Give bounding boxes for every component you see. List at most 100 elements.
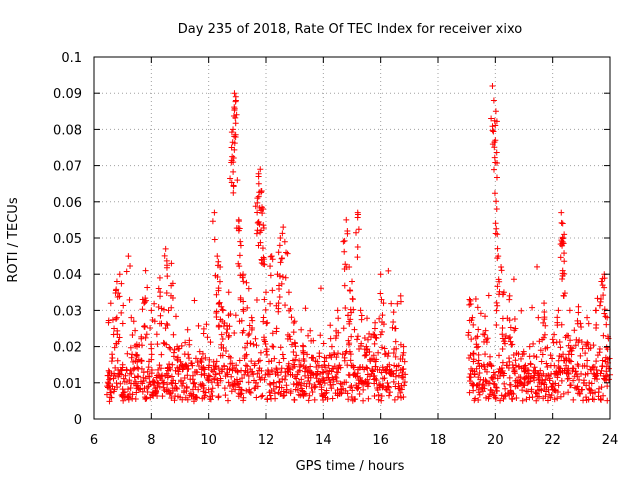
data-point [231,146,238,153]
x-axis-ticks: 6 8 10 12 14 16 18 20 22 24 [90,57,618,448]
data-point [479,381,486,388]
data-point [255,173,262,180]
data-point [148,351,155,358]
data-point [109,316,116,323]
data-point [575,309,582,316]
data-point [512,357,519,364]
data-point [604,397,611,404]
y-tick-label: 0.08 [53,123,82,138]
data-point [211,209,218,216]
data-point [267,263,274,270]
data-point [209,392,216,399]
data-point [343,379,350,386]
data-point [238,387,245,394]
data-point [385,383,392,390]
data-point [584,357,591,364]
data-point [104,372,111,379]
data-point [386,361,393,368]
data-point [489,82,496,89]
data-point [575,303,582,310]
data-point [220,344,227,351]
data-point [261,261,268,268]
data-point [513,395,520,402]
data-point [206,373,213,380]
data-point [133,380,140,387]
data-point [505,335,512,342]
data-point [302,364,309,371]
data-point [134,343,140,350]
data-point [470,350,477,357]
data-point [111,325,118,332]
data-point [365,395,372,402]
data-point [175,368,182,375]
data-point [242,362,249,369]
data-point [313,364,320,371]
data-point [270,379,277,386]
data-point [525,367,532,374]
data-point [492,122,499,129]
data-point [279,273,286,280]
data-point [345,396,352,403]
data-point [116,271,123,278]
data-point [133,385,140,392]
data-point [128,314,135,321]
data-point [281,238,288,245]
data-point [485,393,492,400]
data-point [310,337,317,344]
data-point [559,275,566,282]
data-point [244,304,251,311]
data-point [242,353,249,360]
data-point [494,283,501,290]
data-point [264,319,271,326]
data-point [541,331,548,338]
data-point [204,376,211,383]
data-point [542,393,549,400]
data-point [130,318,137,325]
data-point [340,325,347,332]
data-point [158,365,165,372]
data-point [371,392,378,399]
x-tick-label: 24 [602,433,619,448]
data-point [184,326,191,333]
data-point [480,361,487,368]
data-point [467,352,474,359]
data-point [181,387,188,394]
data-point [351,326,358,333]
data-point [598,397,605,404]
data-point [216,299,223,306]
data-point [240,394,247,401]
data-point [168,304,175,311]
data-point [400,349,407,356]
data-point [206,396,213,403]
data-point [347,316,354,323]
data-point [281,376,288,383]
data-point [530,340,537,347]
data-point [235,218,242,225]
data-point [172,380,179,387]
data-point [583,342,590,349]
data-point [322,364,329,371]
data-point [482,313,489,320]
data-point [539,351,546,358]
data-point [600,332,607,339]
data-point [206,356,213,363]
data-point [195,322,202,329]
data-point [305,332,312,339]
data-point [298,376,305,383]
data-point [378,344,385,351]
data-point [371,340,378,347]
data-point [335,329,342,336]
data-point [384,380,391,387]
data-point [486,380,493,387]
data-point [191,379,198,386]
data-point [579,345,586,352]
data-point [392,325,399,332]
data-point [335,315,342,322]
data-point [296,357,303,364]
data-point [154,341,161,348]
data-point [574,383,581,390]
data-point [507,381,514,388]
data-point [239,375,246,382]
data-point [145,364,152,371]
data-point [327,322,334,329]
